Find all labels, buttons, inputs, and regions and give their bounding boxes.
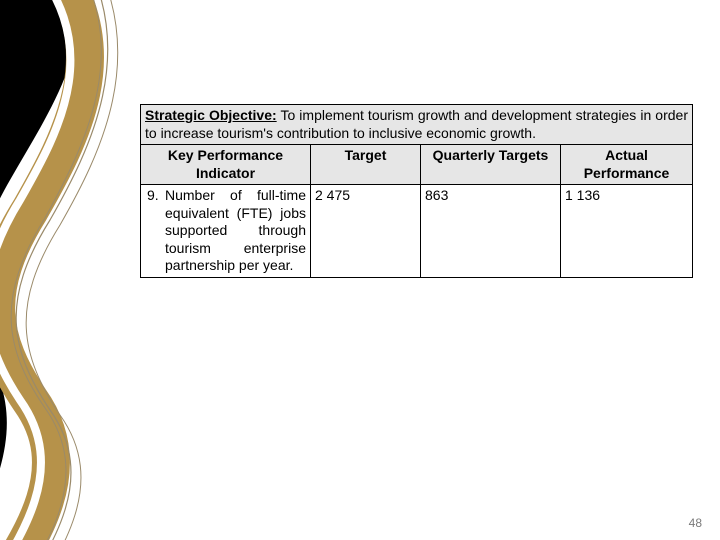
data-row: 9. Number of full-time equivalent (FTE) …	[141, 185, 693, 278]
header-row: Key Performance Indicator Target Quarter…	[141, 145, 693, 185]
performance-table: Strategic Objective: To implement touris…	[140, 104, 692, 278]
slide: Strategic Objective: To implement touris…	[0, 0, 720, 540]
kpi-text: Number of full-time equivalent (FTE) job…	[165, 187, 306, 275]
strategic-objective-cell: Strategic Objective: To implement touris…	[141, 105, 693, 145]
kpi-number: 9.	[147, 187, 165, 275]
header-quarterly: Quarterly Targets	[421, 145, 561, 185]
header-target: Target	[311, 145, 421, 185]
objective-row: Strategic Objective: To implement touris…	[141, 105, 693, 145]
header-actual: Actual Performance	[561, 145, 693, 185]
target-cell: 2 475	[311, 185, 421, 278]
table: Strategic Objective: To implement touris…	[140, 104, 693, 278]
page-number: 48	[689, 516, 702, 530]
objective-label: Strategic Objective:	[145, 107, 277, 123]
quarterly-cell: 863	[421, 185, 561, 278]
header-kpi: Key Performance Indicator	[141, 145, 311, 185]
actual-cell: 1 136	[561, 185, 693, 278]
kpi-cell: 9. Number of full-time equivalent (FTE) …	[141, 185, 311, 278]
